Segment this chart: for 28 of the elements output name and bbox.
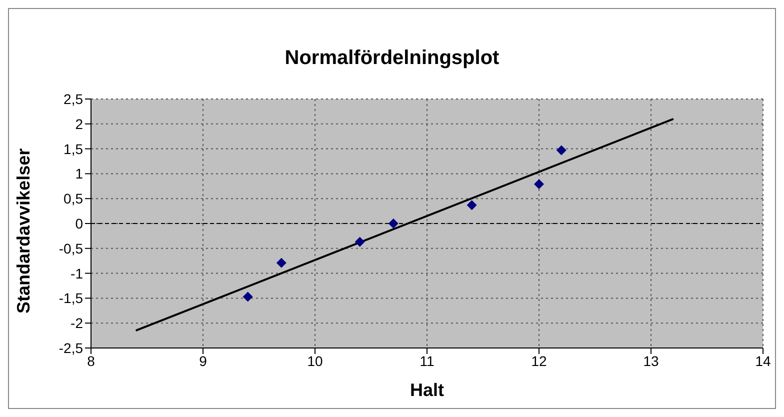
point	[354, 236, 365, 247]
point	[534, 179, 544, 190]
chart-title: Normalfördelningsplot	[284, 47, 500, 70]
point	[388, 218, 398, 228]
point	[556, 145, 566, 156]
y-tick-label: -2,5	[58, 340, 84, 356]
y-tick-label: -0,5	[58, 240, 84, 256]
x-tick-label: 8	[87, 352, 96, 369]
y-tick-label: 0	[75, 215, 84, 232]
y-tick-label: -2	[70, 315, 84, 332]
y-tick-label: 1	[75, 166, 84, 182]
x-tick-label: 10	[307, 352, 323, 369]
point	[242, 292, 253, 302]
y-tick-label: -1,5	[58, 290, 84, 306]
x-tick-label: 11	[420, 352, 434, 369]
x-tick-label: 13	[643, 352, 659, 369]
y-axis-title: Standardavvikelser	[13, 148, 34, 314]
point	[276, 258, 286, 268]
y-tick-label: 2,5	[64, 90, 84, 107]
y-tick-label: -1	[70, 265, 84, 282]
x-tick-label: 12	[531, 352, 547, 369]
y-tick-label: 2	[75, 116, 84, 132]
point	[466, 200, 477, 210]
y-tick-label: 0,5	[64, 190, 84, 207]
x-tick-label: 9	[199, 352, 208, 369]
y-tick-label: 1,5	[64, 140, 84, 157]
x-axis-title: Halt	[410, 380, 444, 400]
x-tick-label: 14	[755, 352, 771, 369]
